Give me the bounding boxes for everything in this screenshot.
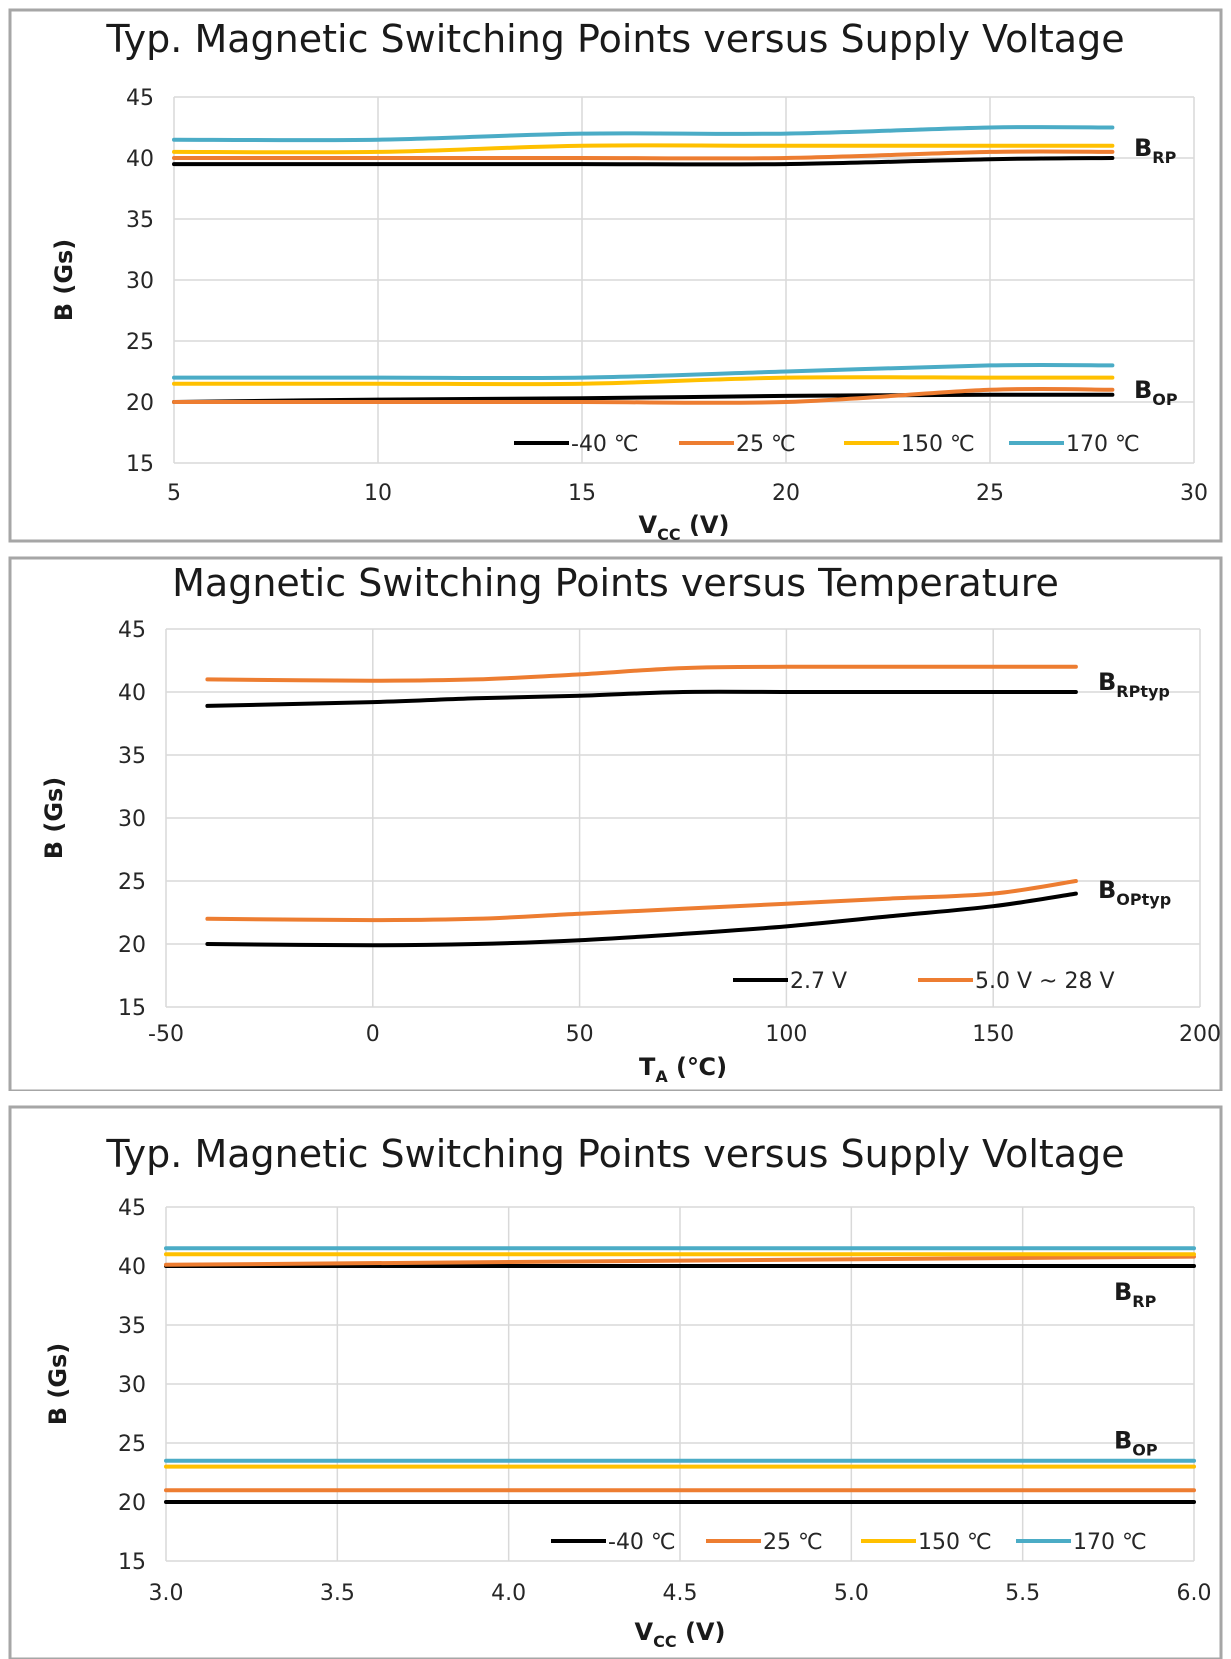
chart-title: Typ. Magnetic Switching Points versus Su… [105, 17, 1124, 61]
y-tick-label: 45 [118, 618, 146, 643]
x-tick-label: -50 [148, 1022, 184, 1047]
x-tick-label: 100 [765, 1022, 807, 1047]
y-tick-label: 35 [118, 1314, 146, 1339]
legend-label: 150 ℃ [918, 1530, 992, 1555]
series-line [205, 689, 1078, 708]
y-tick-label: 35 [118, 744, 146, 769]
y-tick-label: 25 [118, 1432, 146, 1457]
chart-panel-2: Magnetic Switching Points versus Tempera… [0, 553, 1231, 1091]
y-tick-label: 40 [118, 1255, 146, 1280]
series-line [172, 125, 1115, 143]
x-tick-label: 200 [1179, 1022, 1221, 1047]
series-line [172, 149, 1115, 161]
x-tick-label: 30 [1180, 481, 1208, 506]
y-tick-label: 20 [118, 933, 146, 958]
x-tick-label: 5 [167, 481, 181, 506]
chart-frame [8, 556, 1223, 1091]
x-axis-label: TA (℃) [639, 1053, 727, 1086]
series-line [205, 664, 1078, 683]
curve-label: BOP [1114, 1427, 1158, 1460]
y-tick-label: 45 [118, 1196, 146, 1221]
chart-panel-3: Typ. Magnetic Switching Points versus Su… [0, 1103, 1231, 1659]
series-line [172, 156, 1115, 167]
x-tick-label: 6.0 [1177, 1581, 1212, 1606]
y-tick-label: 40 [118, 681, 146, 706]
chart-frame [8, 1105, 1223, 1659]
chart-title: Magnetic Switching Points versus Tempera… [172, 561, 1059, 605]
series-line [205, 891, 1078, 948]
x-tick-label: 20 [772, 481, 800, 506]
x-axis-label: VCC (V) [635, 1618, 726, 1651]
series-line [205, 879, 1078, 923]
y-tick-label: 15 [118, 996, 146, 1021]
chart-frame [8, 8, 1223, 543]
legend-label: 5.0 V ~ 28 V [975, 969, 1115, 994]
y-tick-label: 45 [126, 86, 154, 111]
y-tick-label: 15 [126, 452, 154, 477]
x-axis-label: VCC (V) [639, 511, 730, 544]
curve-label: BOP [1134, 376, 1178, 409]
legend-label: 150 ℃ [901, 432, 975, 457]
series-line [172, 375, 1115, 387]
chart-low-vcc-switching-points: Typ. Magnetic Switching Points versus Su… [8, 1105, 1223, 1659]
x-tick-label: 15 [568, 481, 596, 506]
y-tick-label: 15 [118, 1550, 146, 1575]
series-line [172, 143, 1115, 155]
series-line [164, 1254, 1196, 1267]
curve-label: BRP [1134, 134, 1177, 167]
x-tick-label: 50 [566, 1022, 594, 1047]
x-tick-label: 5.5 [1005, 1581, 1040, 1606]
y-tick-label: 40 [126, 147, 154, 172]
y-tick-label: 25 [118, 870, 146, 895]
legend-label: 25 ℃ [736, 432, 796, 457]
curve-label: BRP [1114, 1278, 1157, 1311]
x-tick-label: 10 [364, 481, 392, 506]
legend-label: 25 ℃ [763, 1530, 823, 1555]
x-tick-label: 4.5 [663, 1581, 698, 1606]
y-tick-label: 25 [126, 330, 154, 355]
y-tick-label: 30 [118, 1373, 146, 1398]
x-tick-label: 25 [976, 481, 1004, 506]
curve-label: BOPtyp [1098, 876, 1171, 909]
chart-title: Typ. Magnetic Switching Points versus Su… [105, 1132, 1124, 1176]
legend-label: -40 ℃ [571, 432, 639, 457]
chart-vcc-switching-points: Typ. Magnetic Switching Points versus Su… [8, 8, 1223, 544]
x-tick-label: 0 [366, 1022, 380, 1047]
series-line [172, 392, 1115, 404]
y-axis-label: B (Gs) [44, 1343, 72, 1426]
x-tick-label: 3.0 [149, 1581, 184, 1606]
x-tick-label: 4.0 [491, 1581, 526, 1606]
series-line [172, 362, 1115, 381]
chart-panel-1: Typ. Magnetic Switching Points versus Su… [0, 0, 1231, 553]
legend-label: 2.7 V [790, 969, 847, 994]
y-axis-label: B (Gs) [40, 777, 68, 860]
y-tick-label: 35 [126, 208, 154, 233]
x-tick-label: 3.5 [320, 1581, 355, 1606]
y-tick-label: 20 [126, 391, 154, 416]
x-tick-label: 5.0 [834, 1581, 869, 1606]
curve-label: BRPtyp [1098, 668, 1170, 701]
chart-temperature-switching-points: Magnetic Switching Points versus Tempera… [8, 556, 1223, 1091]
legend-label: 170 ℃ [1073, 1530, 1147, 1555]
y-tick-label: 30 [118, 807, 146, 832]
x-tick-label: 150 [972, 1022, 1014, 1047]
y-axis-label: B (Gs) [50, 239, 78, 322]
series-line [172, 386, 1115, 405]
legend-label: -40 ℃ [608, 1530, 676, 1555]
y-tick-label: 30 [126, 269, 154, 294]
y-tick-label: 20 [118, 1491, 146, 1516]
legend-label: 170 ℃ [1066, 432, 1140, 457]
